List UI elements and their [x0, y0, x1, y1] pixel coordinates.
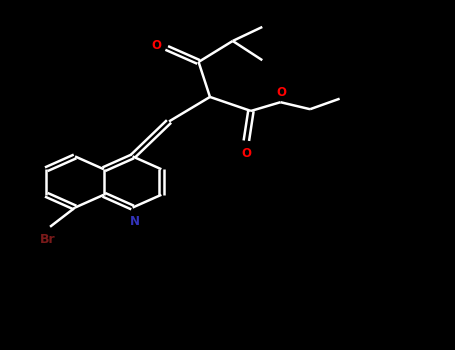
- Text: Br: Br: [40, 233, 56, 246]
- Text: O: O: [151, 38, 161, 52]
- Text: N: N: [130, 215, 140, 228]
- Text: O: O: [241, 147, 251, 160]
- Text: O: O: [276, 86, 286, 99]
